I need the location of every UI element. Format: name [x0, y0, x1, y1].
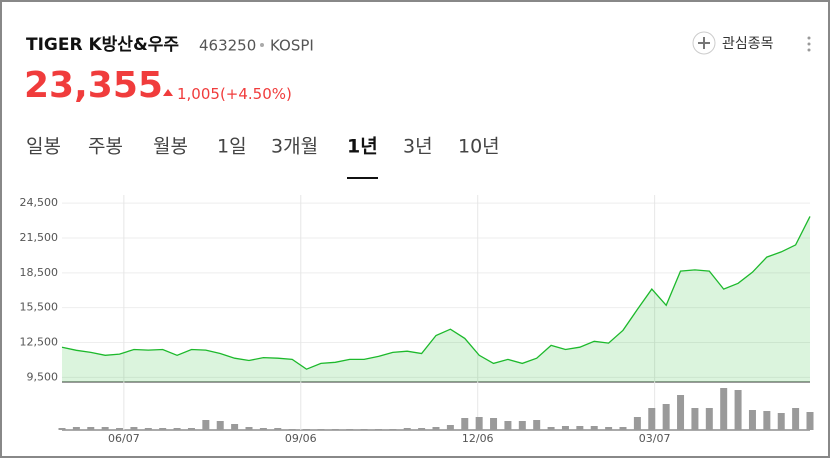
volume-bar [288, 429, 296, 430]
tab[interactable]: 월봉 [153, 136, 188, 158]
volume-bar [245, 427, 253, 430]
volume-bar [259, 428, 267, 430]
code: 463250 [199, 37, 256, 55]
volume-bar [389, 429, 397, 430]
volume-bar [490, 418, 498, 430]
tabs: 일봉 주봉 월봉 1일 3개월 1년 3년 10년 [26, 136, 500, 179]
y-tick-label: 24,500 [20, 196, 59, 209]
volume-bar [633, 417, 641, 430]
x-tick-label: 06/07 [108, 432, 140, 445]
tab[interactable]: 10년 [458, 136, 500, 158]
y-tick-label: 15,500 [20, 301, 59, 314]
volume-bar [58, 428, 66, 430]
volume-bar [806, 412, 814, 430]
volume-bar [705, 408, 713, 430]
volume-bar [763, 411, 771, 430]
up-arrow [163, 89, 173, 96]
volume-bar [547, 427, 555, 430]
volume-bar [662, 404, 670, 430]
plot: 9,500 12,500 15,500 18,500 21,500 24,500 06/07… [20, 195, 814, 445]
volume-bar [116, 428, 124, 430]
volume-bar [748, 410, 756, 430]
volume-bar [461, 418, 469, 430]
watch-button[interactable]: 관심종목 [722, 36, 774, 52]
volume-bar [648, 408, 656, 430]
volume-bar [374, 429, 382, 430]
change-value: 1,005 [177, 85, 220, 103]
volume-bar [677, 395, 685, 430]
y-tick-label: 18,500 [20, 266, 59, 279]
volume-bar [792, 408, 800, 430]
volume-bar [317, 429, 325, 430]
volume-bar [533, 420, 541, 430]
volume-bar [303, 429, 311, 430]
x-tick-label: 03/07 [639, 432, 671, 445]
volume-bar [590, 426, 598, 430]
tab[interactable]: 1년 [347, 136, 378, 158]
volume-bar [619, 427, 627, 430]
volume-bar [561, 426, 569, 430]
volume-bar [403, 428, 411, 430]
price-line [61, 216, 811, 370]
volume-bar [130, 427, 138, 430]
y-tick-label: 9,500 [27, 370, 59, 383]
volume-bar [187, 428, 195, 430]
volume-bar [274, 428, 282, 430]
volume-bar [576, 426, 584, 430]
volume-bar [72, 427, 80, 430]
x-tick-label: 09/06 [285, 432, 317, 445]
y-tick-label: 21,500 [20, 231, 59, 244]
plus [698, 37, 710, 49]
volume-bar [101, 427, 109, 430]
plus-icon[interactable] [692, 31, 716, 55]
volume-bar [360, 429, 368, 430]
tab[interactable]: 3년 [403, 136, 433, 158]
more-icon[interactable] [807, 36, 811, 52]
volume-bar [432, 427, 440, 430]
volume-bar [87, 427, 95, 430]
volume-bar [159, 428, 167, 430]
price: 23,355 [24, 65, 163, 106]
volume-bar [691, 408, 699, 430]
tab[interactable]: 3개월 [271, 136, 318, 158]
tab[interactable]: 일봉 [26, 136, 61, 158]
volume-bar [504, 421, 512, 430]
area [62, 216, 810, 382]
volume-bar [446, 425, 454, 430]
volume-bar [144, 428, 152, 430]
dot [260, 43, 264, 47]
volume-bar [518, 421, 526, 430]
volume-bar [720, 388, 728, 430]
market: KOSPI [270, 37, 314, 55]
volume-bar [475, 417, 483, 430]
volume-bar [734, 390, 742, 430]
volume-bar [231, 424, 239, 430]
y-tick-label: 12,500 [20, 336, 59, 349]
volume-bar [202, 420, 210, 430]
tab[interactable]: 1일 [217, 136, 247, 158]
volume-bar [605, 427, 613, 430]
volume-bar [216, 421, 224, 430]
x-tick-label: 12/06 [462, 432, 494, 445]
volume-bar [418, 428, 426, 430]
volume-bar [173, 428, 181, 430]
tab[interactable]: 주봉 [88, 136, 123, 158]
volume-bar [346, 429, 354, 430]
title: TIGER K방산&우주 [26, 35, 179, 55]
volume-bar [331, 429, 339, 430]
volume-bar [777, 413, 785, 430]
change-pct: (+4.50%) [220, 85, 292, 103]
change: 1,005(+4.50%) [177, 85, 292, 103]
